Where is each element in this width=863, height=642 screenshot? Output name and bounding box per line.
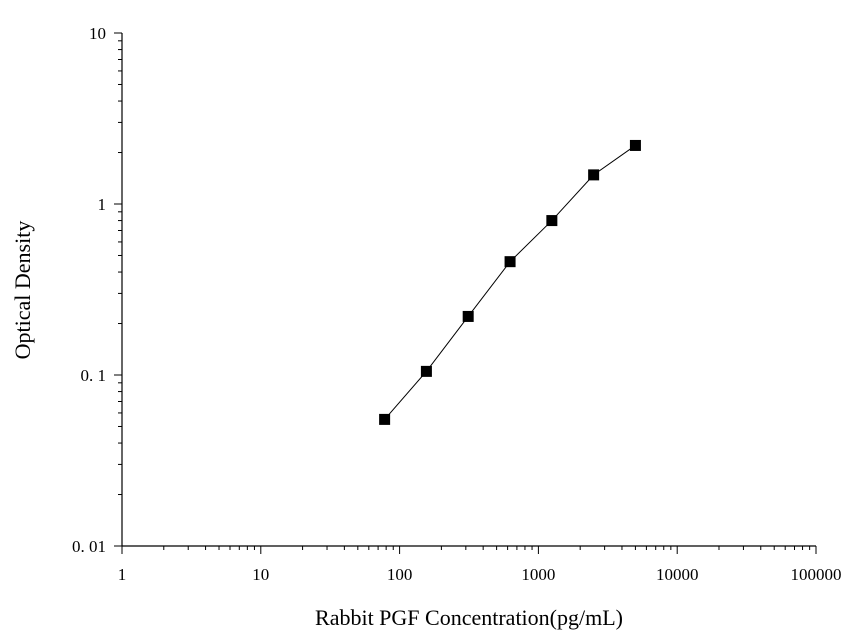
data-point: [588, 169, 600, 181]
x-axis-title: Rabbit PGF Concentration(pg/mL): [315, 605, 623, 630]
data-point: [462, 310, 474, 322]
series-layer: [379, 139, 641, 425]
y-tick-label: 10: [89, 24, 106, 43]
y-tick-label: 0. 1: [81, 366, 107, 385]
y-ticks: [114, 32, 122, 547]
data-point: [504, 256, 516, 268]
x-tick-label: 1000: [521, 565, 555, 584]
x-tick-label: 10000: [656, 565, 699, 584]
x-tick-label: 100000: [791, 565, 842, 584]
data-point: [546, 215, 558, 227]
series-line: [384, 145, 636, 420]
x-tick-label: 100: [387, 565, 413, 584]
data-point: [420, 365, 432, 377]
data-point: [379, 413, 391, 425]
x-tick-labels: 1 10 100 1000 10000 100000: [118, 565, 842, 584]
y-tick-labels: 0. 01 0. 1 1 10: [72, 24, 106, 556]
y-axis-title: Optical Density: [10, 221, 35, 360]
axes: [121, 33, 816, 547]
y-tick-label: 0. 01: [72, 537, 106, 556]
x-tick-label: 10: [252, 565, 269, 584]
x-tick-label: 1: [118, 565, 127, 584]
x-ticks: [121, 546, 817, 554]
y-tick-label: 1: [98, 195, 107, 214]
data-point: [629, 139, 641, 151]
